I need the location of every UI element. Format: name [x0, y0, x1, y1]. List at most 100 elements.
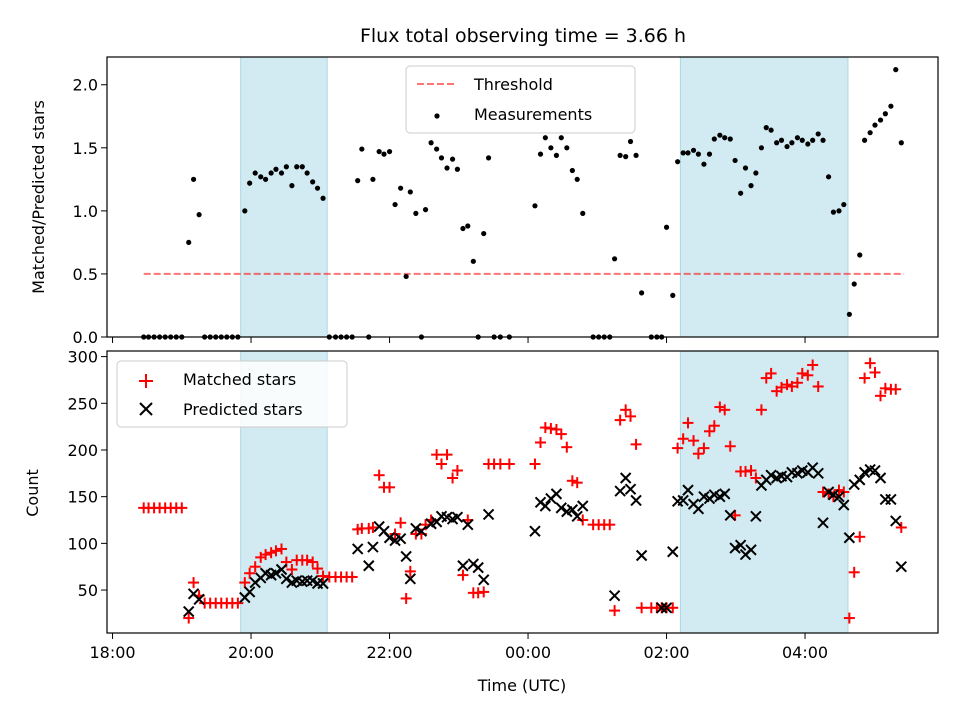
predicted-marker-b	[367, 541, 379, 553]
predicted-marker-b	[708, 489, 721, 501]
predicted-marker-b	[724, 509, 736, 522]
predicted-marker-b	[745, 544, 757, 556]
matched-stars-points	[138, 357, 907, 624]
measurement-point	[820, 137, 826, 143]
measurement-point	[428, 140, 434, 146]
measurement-point	[623, 154, 629, 160]
bottom-panel: 50 100 150 200 250 300 18:00 20:00 22:00 00:00 02…	[23, 348, 939, 695]
measurement-point	[882, 111, 888, 117]
measurement-point	[627, 138, 634, 145]
measurement-point	[460, 225, 466, 232]
bottom-axes-frame	[106, 350, 939, 634]
predicted-marker-b	[243, 586, 256, 598]
x-tick-label: 18:00	[89, 643, 135, 662]
measurement-point	[805, 141, 811, 147]
measurement-point	[262, 176, 269, 182]
predicted-marker-b	[435, 510, 448, 522]
measurement-point	[289, 183, 295, 189]
measurement-point	[867, 130, 873, 136]
measurement-point	[454, 166, 461, 172]
predicted-star-point	[614, 485, 626, 497]
matched-star-point	[620, 404, 632, 416]
measurement-point	[663, 224, 670, 230]
measurement-point	[851, 281, 857, 287]
measurement-point	[680, 150, 686, 156]
predicted-star-point	[351, 543, 364, 555]
legend-predicted-swatch	[139, 402, 153, 416]
predicted-star-point	[879, 493, 892, 506]
legend-matched-swatch	[139, 374, 153, 388]
matched-star-point	[609, 605, 621, 617]
y-tick-label: 0.0	[73, 328, 98, 347]
measurement-point	[846, 311, 852, 317]
predicted-marker-b	[608, 589, 621, 602]
matched-star-point	[672, 442, 684, 454]
matched-star-point	[395, 517, 407, 529]
matched-star-point	[682, 417, 694, 429]
predicted-marker-b	[843, 532, 856, 544]
matched-star-point	[451, 465, 463, 477]
matched-star-point	[550, 423, 562, 435]
predicted-marker-b	[383, 532, 396, 544]
chart-title: Flux total observing time = 3.66 h	[360, 25, 686, 47]
predicted-marker-b	[692, 503, 705, 515]
measurement-point	[283, 164, 289, 170]
predicted-marker-b	[187, 588, 200, 600]
predicted-star-point	[817, 517, 829, 529]
predicted-star-point	[843, 532, 856, 544]
matched-star-point	[724, 440, 736, 452]
matched-star-point	[577, 514, 589, 526]
predicted-marker-b	[539, 500, 552, 512]
measurement-point	[386, 148, 393, 155]
measurement-point	[830, 209, 837, 215]
measurement-point	[548, 145, 554, 151]
measurement-point	[888, 103, 894, 109]
matched-star-point	[781, 379, 793, 391]
predicted-marker-b	[890, 515, 902, 527]
measurement-point	[784, 143, 790, 150]
measurement-point	[268, 170, 274, 176]
predicted-marker-b	[571, 510, 583, 522]
top-legend-box	[405, 65, 636, 134]
y-tick-label: 2.0	[73, 76, 98, 95]
measurement-point	[481, 230, 487, 237]
x-tick-label: 20:00	[228, 643, 274, 662]
matched-star-point	[698, 442, 710, 454]
matched-star-point	[869, 366, 881, 378]
predicted-star-point	[270, 567, 282, 579]
measurement-point	[376, 148, 382, 155]
matched-star-point	[775, 381, 787, 393]
predicted-marker-b	[624, 483, 637, 495]
measurement-point	[470, 258, 476, 264]
predicted-star-point	[729, 542, 741, 554]
matched-star-point	[848, 566, 860, 578]
measurement-point	[695, 151, 701, 157]
matched-star-point	[755, 404, 767, 416]
matched-star-point	[750, 472, 762, 484]
matched-star-point	[183, 612, 195, 624]
measurement-point	[877, 117, 884, 123]
measurement-point	[413, 210, 419, 216]
predicted-star-point	[692, 503, 705, 515]
matched-star-point	[843, 612, 855, 624]
y-tick-label: 0.5	[73, 265, 98, 284]
top-y-ticks: 0.0 0.5 1.0 1.5 2.0	[73, 76, 107, 347]
matched-star-point	[503, 458, 515, 470]
measurement-point	[398, 185, 404, 191]
matched-star-point	[802, 369, 814, 381]
predicted-star-point	[404, 573, 417, 585]
predicted-marker-b	[529, 525, 541, 537]
measurement-point	[434, 146, 440, 152]
matched-star-point	[239, 577, 251, 589]
predicted-star-point	[400, 550, 412, 563]
matched-star-point	[571, 477, 583, 489]
matched-star-point	[692, 448, 704, 460]
measurement-point	[898, 140, 904, 146]
measurement-point	[722, 135, 728, 141]
measurement-point	[768, 127, 774, 133]
measurement-point	[392, 201, 398, 208]
matched-star-point	[614, 414, 626, 426]
matched-star-point	[667, 602, 679, 614]
matched-star-point	[389, 528, 401, 540]
predicted-marker-b	[822, 486, 835, 498]
